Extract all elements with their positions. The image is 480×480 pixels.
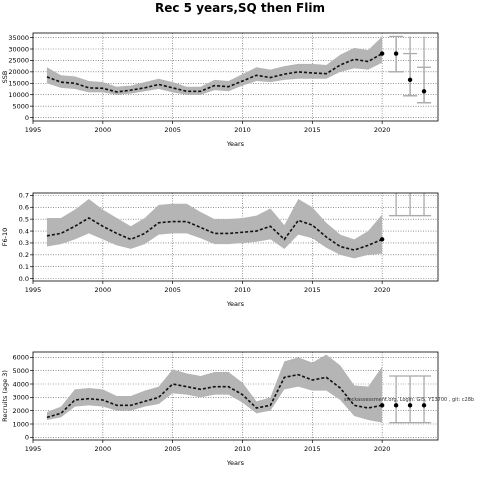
y-tick-label: 4000 xyxy=(12,380,29,388)
projection-point xyxy=(393,51,399,56)
projection-point xyxy=(421,403,427,408)
x-axis-label: Years xyxy=(226,459,245,467)
x-axis-label: Years xyxy=(226,300,245,308)
confidence-band xyxy=(46,354,383,423)
median-line xyxy=(46,217,383,251)
panel-f: 1995 2000 2005 2010 2015 2020 0.0 0.1 0.2 0.3 0.4 0… xyxy=(1,192,439,308)
y-tick-label: 5000 xyxy=(12,367,29,375)
confidence-band xyxy=(46,36,383,95)
x-tick-label: 2000 xyxy=(95,126,112,134)
figure-title: Rec 5 years,SQ then Flim xyxy=(155,1,325,15)
y-tick-label: 0.7 xyxy=(19,192,29,200)
y-tick-label: 0.3 xyxy=(19,239,29,247)
confidence-band xyxy=(46,198,383,259)
x-tick-label: 2020 xyxy=(374,126,391,134)
axes-frame xyxy=(32,192,439,282)
plot-area xyxy=(33,33,438,121)
x-tick-label: 2020 xyxy=(374,286,391,294)
y-tick-label: 0.0 xyxy=(19,275,29,283)
y-tick-label: 1000 xyxy=(12,420,29,428)
x-tick-label: 2010 xyxy=(234,445,251,453)
last-point xyxy=(379,237,385,242)
x-tick-label: 2005 xyxy=(164,286,181,294)
y-tick-label: 0.6 xyxy=(19,204,29,212)
x-axis-label: Years xyxy=(226,140,245,148)
y-tick-label: 0 xyxy=(25,114,29,122)
annotation: stockassessment.org, Login: GIS, Y13700 … xyxy=(344,397,474,403)
axes-frame xyxy=(32,351,439,441)
x-tick-label: 2000 xyxy=(95,445,112,453)
x-tick-label: 2010 xyxy=(234,286,251,294)
y-tick-label: 0.5 xyxy=(19,215,29,223)
y-tick-label: 0.2 xyxy=(19,251,29,259)
last-point xyxy=(379,51,385,56)
y-tick-label: 3000 xyxy=(12,394,29,402)
y-tick-label: 10000 xyxy=(8,91,29,99)
y-tick-label: 15000 xyxy=(8,80,29,88)
x-tick-label: 2015 xyxy=(304,126,321,134)
projection-point xyxy=(407,403,413,408)
y-tick-label: 35000 xyxy=(8,34,29,42)
x-tick-label: 1995 xyxy=(25,445,42,453)
median-line xyxy=(46,373,383,419)
x-tick-label: 1995 xyxy=(25,126,42,134)
x-tick-label: 2015 xyxy=(304,445,321,453)
y-tick-label: 0 xyxy=(25,434,29,442)
x-tick-label: 2020 xyxy=(374,445,391,453)
y-tick-label: 2000 xyxy=(12,407,29,415)
x-tick-label: 1995 xyxy=(25,286,42,294)
y-tick-label: 20000 xyxy=(8,68,29,76)
y-axis-label: SSB xyxy=(1,71,9,84)
y-tick-label: 30000 xyxy=(8,45,29,53)
y-axis-label: Recruits (age 3) xyxy=(1,370,9,422)
x-tick-label: 2005 xyxy=(164,445,181,453)
y-tick-label: 25000 xyxy=(8,57,29,65)
panel-ssb: 1995 2000 2005 2010 2015 2020 0 5000 10000 15000 2… xyxy=(1,32,439,148)
y-tick-label: 0.4 xyxy=(19,227,29,235)
median-line xyxy=(46,52,383,93)
x-tick-label: 2000 xyxy=(95,286,112,294)
x-tick-label: 2010 xyxy=(234,126,251,134)
x-tick-label: 2005 xyxy=(164,126,181,134)
last-point xyxy=(379,403,385,408)
x-tick-label: 2015 xyxy=(304,286,321,294)
projection-point xyxy=(393,403,399,408)
axes-frame xyxy=(32,32,439,122)
plot-area xyxy=(33,193,438,281)
panel-rec: 1995 2000 2005 2010 2015 2020 0 1000 2000 3000 400… xyxy=(1,351,474,467)
plot-area xyxy=(33,352,438,440)
y-tick-label: 5000 xyxy=(12,102,29,110)
y-tick-label: 0.1 xyxy=(19,263,29,271)
panels: 1995 2000 2005 2010 2015 20200500010000150002… xyxy=(1,32,474,467)
projection-point xyxy=(407,77,413,83)
y-tick-label: 6000 xyxy=(12,354,29,362)
projection-point xyxy=(421,89,427,94)
y-axis-label: F6-10 xyxy=(1,228,9,247)
